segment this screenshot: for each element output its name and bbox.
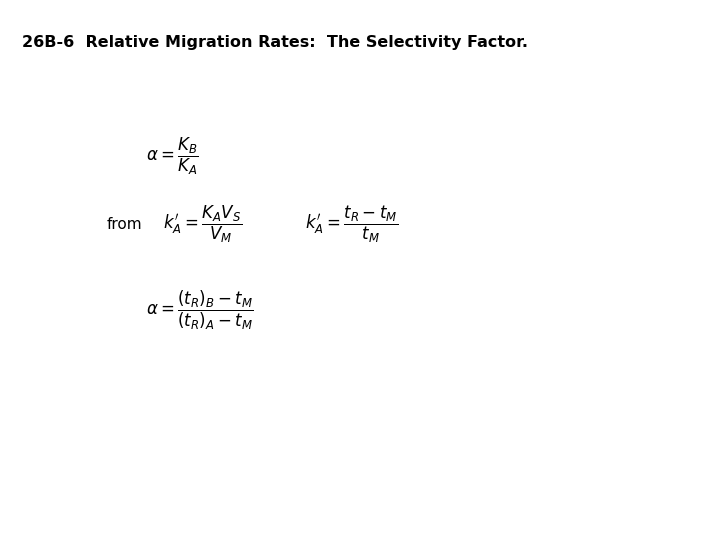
Text: $\alpha = \dfrac{K_B}{K_A}$: $\alpha = \dfrac{K_B}{K_A}$ <box>145 136 199 177</box>
Text: $k_A' = \dfrac{t_R - t_M}{t_M}$: $k_A' = \dfrac{t_R - t_M}{t_M}$ <box>305 204 398 246</box>
Text: from: from <box>107 218 143 232</box>
Text: $k_A' = \dfrac{K_A V_S}{V_M}$: $k_A' = \dfrac{K_A V_S}{V_M}$ <box>163 204 242 246</box>
Text: $\alpha = \dfrac{(t_R)_B - t_M}{(t_R)_A - t_M}$: $\alpha = \dfrac{(t_R)_B - t_M}{(t_R)_A … <box>145 288 253 332</box>
Text: 26B-6  Relative Migration Rates:  The Selectivity Factor.: 26B-6 Relative Migration Rates: The Sele… <box>22 35 528 50</box>
